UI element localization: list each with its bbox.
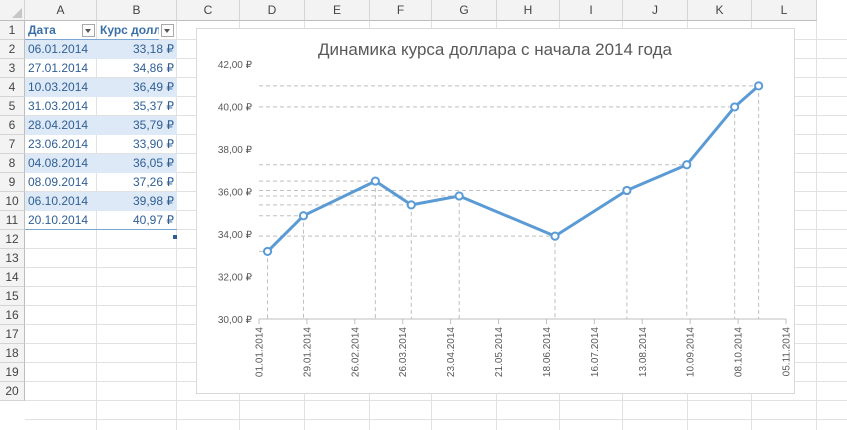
y-tick-label: 36,00 ₽ bbox=[218, 188, 253, 199]
y-tick-label: 30,00 ₽ bbox=[218, 315, 253, 326]
x-tick-label: 23.04.2014 bbox=[446, 327, 457, 377]
table-cell-date[interactable]: 10.03.2014 bbox=[25, 78, 97, 97]
table-cell-date[interactable]: 04.08.2014 bbox=[25, 154, 97, 173]
column-header-i[interactable]: I bbox=[560, 0, 623, 21]
table-cell-rate[interactable]: 36,05 ₽ bbox=[97, 154, 177, 173]
data-point-marker bbox=[454, 191, 464, 201]
table-cell-date[interactable]: 20.10.2014 bbox=[28, 213, 89, 227]
table-cell-rate[interactable]: 33,18 ₽ bbox=[97, 40, 177, 59]
row-header-2[interactable]: 2 bbox=[0, 40, 25, 59]
column-header-j[interactable]: J bbox=[623, 0, 688, 21]
x-tick-label: 08.10.2014 bbox=[734, 327, 745, 377]
x-tick-label: 26.02.2014 bbox=[350, 327, 361, 377]
column-header-k[interactable]: K bbox=[688, 0, 752, 21]
table-header-rate[interactable]: Курс доллара bbox=[97, 21, 159, 40]
row-header-13[interactable]: 13 bbox=[0, 249, 25, 268]
row-header-4[interactable]: 4 bbox=[0, 78, 25, 97]
table-cell-date[interactable]: 08.09.2014 bbox=[28, 175, 89, 189]
table-cell-date[interactable]: 28.04.2014 bbox=[25, 116, 97, 135]
chart-title: Динамика курса доллара с начала 2014 год… bbox=[318, 40, 672, 59]
table-cell-rate[interactable]: 39,98 ₽ bbox=[97, 192, 177, 211]
gridline-horizontal bbox=[25, 419, 847, 420]
row-header-3[interactable]: 3 bbox=[0, 59, 25, 78]
row-header-12[interactable]: 12 bbox=[0, 230, 25, 249]
table-cell-date[interactable]: 31.03.2014 bbox=[28, 99, 89, 113]
x-tick-label: 05.11.2014 bbox=[782, 327, 793, 377]
x-tick-label: 10.09.2014 bbox=[686, 327, 697, 377]
gridline-vertical bbox=[96, 21, 97, 430]
x-tick-label: 01.01.2014 bbox=[255, 327, 266, 377]
table-cell-date[interactable]: 06.01.2014 bbox=[25, 40, 97, 59]
table-border-bottom bbox=[25, 229, 177, 230]
filter-dropdown-icon[interactable] bbox=[161, 24, 174, 37]
table-resize-handle[interactable] bbox=[173, 235, 177, 239]
x-tick-label: 13.08.2014 bbox=[638, 327, 649, 377]
table-cell-rate[interactable]: 34,86 ₽ bbox=[133, 61, 174, 75]
row-header-19[interactable]: 19 bbox=[0, 363, 25, 382]
y-tick-label: 38,00 ₽ bbox=[218, 145, 253, 156]
column-header-h[interactable]: H bbox=[497, 0, 560, 21]
x-tick-label: 18.06.2014 bbox=[542, 327, 553, 377]
gridline-horizontal bbox=[25, 400, 847, 401]
table-cell-date[interactable]: 23.06.2014 bbox=[28, 137, 89, 151]
x-tick-label: 29.01.2014 bbox=[302, 327, 313, 377]
series-line bbox=[266, 84, 761, 253]
column-header-g[interactable]: G bbox=[432, 0, 497, 21]
y-tick-label: 34,00 ₽ bbox=[218, 230, 253, 241]
data-point-marker bbox=[406, 200, 416, 210]
table-cell-date[interactable]: 27.01.2014 bbox=[28, 61, 89, 75]
column-header-b[interactable]: B bbox=[97, 0, 177, 21]
row-header-6[interactable]: 6 bbox=[0, 116, 25, 135]
row-header-15[interactable]: 15 bbox=[0, 287, 25, 306]
row-header-16[interactable]: 16 bbox=[0, 306, 25, 325]
table-cell-rate[interactable]: 35,37 ₽ bbox=[133, 99, 174, 113]
row-header-9[interactable]: 9 bbox=[0, 173, 25, 192]
table-cell-rate[interactable]: 37,26 ₽ bbox=[133, 175, 174, 189]
column-header-c[interactable]: C bbox=[177, 0, 240, 21]
column-header-e[interactable]: E bbox=[305, 0, 370, 21]
select-all-triangle-icon bbox=[12, 8, 22, 18]
column-header-d[interactable]: D bbox=[240, 0, 305, 21]
row-header-18[interactable]: 18 bbox=[0, 344, 25, 363]
chart-svg: Динамика курса доллара с начала 2014 год… bbox=[218, 40, 793, 377]
filter-dropdown-icon[interactable] bbox=[82, 24, 95, 37]
gridline-vertical bbox=[816, 21, 817, 430]
data-point-marker bbox=[298, 211, 309, 221]
row-header-8[interactable]: 8 bbox=[0, 154, 25, 173]
y-tick-label: 42,00 ₽ bbox=[218, 60, 253, 71]
row-header-1[interactable]: 1 bbox=[0, 21, 25, 40]
data-point-marker bbox=[754, 81, 764, 91]
row-header-7[interactable]: 7 bbox=[0, 135, 25, 154]
row-header-14[interactable]: 14 bbox=[0, 268, 25, 287]
data-point-marker bbox=[730, 102, 740, 112]
line-chart[interactable]: Динамика курса доллара с начала 2014 год… bbox=[196, 28, 795, 394]
row-header-5[interactable]: 5 bbox=[0, 97, 25, 116]
table-cell-rate[interactable]: 35,79 ₽ bbox=[97, 116, 177, 135]
table-cell-rate[interactable]: 33,90 ₽ bbox=[133, 137, 174, 151]
row-header-17[interactable]: 17 bbox=[0, 325, 25, 344]
data-point-marker bbox=[682, 160, 692, 170]
select-all-corner[interactable] bbox=[0, 0, 25, 21]
row-header-10[interactable]: 10 bbox=[0, 192, 25, 211]
row-header-20[interactable]: 20 bbox=[0, 382, 25, 401]
gridline-vertical bbox=[176, 21, 177, 430]
column-header-f[interactable]: F bbox=[370, 0, 432, 21]
row-header-11[interactable]: 11 bbox=[0, 211, 25, 230]
x-tick-label: 21.05.2014 bbox=[494, 327, 505, 377]
table-cell-rate[interactable]: 36,49 ₽ bbox=[97, 78, 177, 97]
x-tick-label: 16.07.2014 bbox=[590, 327, 601, 377]
x-tick-label: 26.03.2014 bbox=[398, 327, 409, 377]
y-tick-label: 32,00 ₽ bbox=[218, 273, 253, 284]
data-point-marker bbox=[550, 231, 560, 241]
table-header-date[interactable]: Дата bbox=[25, 21, 97, 40]
data-point-marker bbox=[370, 176, 380, 186]
column-header-l[interactable]: L bbox=[752, 0, 817, 21]
data-point-marker bbox=[262, 246, 273, 257]
table-cell-rate[interactable]: 40,97 ₽ bbox=[133, 213, 174, 227]
data-point-marker bbox=[622, 185, 632, 196]
table-cell-date[interactable]: 06.10.2014 bbox=[25, 192, 97, 211]
y-tick-label: 40,00 ₽ bbox=[218, 103, 253, 114]
column-header-a[interactable]: A bbox=[25, 0, 97, 21]
